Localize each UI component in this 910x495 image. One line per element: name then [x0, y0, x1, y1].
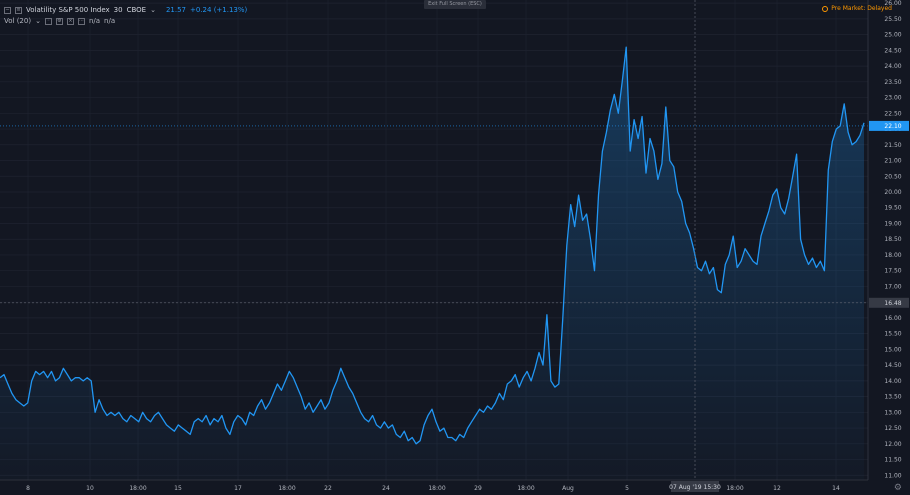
crosshair-time-badge [671, 481, 719, 492]
y-tick-label: 25.00 [884, 32, 901, 39]
crosshair-price-badge-label: 16.48 [884, 300, 901, 307]
interval-label[interactable]: 30 [113, 6, 123, 14]
last-price-badge [869, 120, 909, 131]
y-tick-label: 17.50 [884, 268, 901, 275]
y-tick-label: 11.00 [884, 472, 901, 479]
gear-icon[interactable]: ⚙ [893, 483, 902, 493]
y-tick-label: 17.00 [884, 283, 901, 290]
price-area-fill [0, 47, 864, 480]
y-tick-label: 14.50 [884, 362, 901, 369]
y-tick-label: 19.50 [884, 205, 901, 212]
y-tick-label: 26.00 [884, 0, 901, 7]
y-tick-label: 23.00 [884, 95, 901, 102]
y-tick-label: 23.50 [884, 79, 901, 86]
y-tick-label: 18.00 [884, 252, 901, 259]
y-tick-label: 25.50 [884, 16, 901, 23]
x-tick-label: Aug [562, 485, 574, 492]
exit-fullscreen-button[interactable]: Exit Full Screen (ESC) [424, 0, 486, 9]
close-icon[interactable]: × [66, 17, 74, 25]
y-tick-label: 18.50 [884, 236, 901, 243]
y-tick-label: 15.00 [884, 346, 901, 353]
x-tick-label: 14 [832, 485, 840, 492]
y-tick-label: 15.50 [884, 331, 901, 338]
x-tick-label: 24 [382, 485, 390, 492]
x-tick-label: 18:00 [517, 485, 534, 492]
y-tick-label: 13.00 [884, 409, 901, 416]
x-tick-label: 8 [26, 485, 30, 492]
y-tick-label: 24.00 [884, 63, 901, 70]
crosshair-price-badge [869, 297, 909, 308]
market-status[interactable]: Pre Market: Delayed [822, 5, 892, 12]
volume-value: n/a [88, 17, 101, 25]
y-tick-label: 11.50 [884, 457, 901, 464]
y-tick-label: 22.50 [884, 110, 901, 117]
x-tick-label: 18:00 [726, 485, 743, 492]
eye-icon[interactable]: ◦ [44, 17, 52, 25]
symbol-title[interactable]: Volatility S&P 500 Index [26, 6, 110, 14]
x-tick-label: 5 [625, 485, 629, 492]
x-tick-label: 18:00 [428, 485, 445, 492]
price-badges: 22.10 16.48 [869, 120, 909, 308]
settings-icon[interactable]: ⚙ [55, 17, 63, 25]
y-tick-label: 24.50 [884, 47, 901, 54]
x-tick-label: 18:00 [129, 485, 146, 492]
more-icon[interactable]: ⋯ [77, 17, 85, 25]
time-axis-labels: 8 10 18:00 15 17 18:00 22 24 18:00 29 18:00 Aug 5 07 … [26, 481, 840, 492]
series-icon: ≡ [15, 6, 22, 14]
y-tick-label: 21.50 [884, 142, 901, 149]
y-tick-label: 16.00 [884, 315, 901, 322]
y-tick-label: 19.00 [884, 220, 901, 227]
volume-label[interactable]: Vol (20) [4, 17, 32, 25]
price-axis[interactable] [868, 0, 910, 480]
x-tick-label: 29 [474, 485, 482, 492]
y-tick-label: 20.00 [884, 189, 901, 196]
last-price-badge-label: 22.10 [884, 123, 901, 130]
y-tick-label: 13.50 [884, 394, 901, 401]
y-tick-label: 21.00 [884, 158, 901, 165]
y-tick-label: 20.50 [884, 173, 901, 180]
x-tick-label: 12 [773, 485, 781, 492]
price-axis-labels: 26.00 25.50 25.00 24.50 24.00 23.50 23.00 22.50… [884, 0, 901, 479]
y-tick-label: 14.00 [884, 378, 901, 385]
time-axis[interactable] [0, 480, 868, 495]
exchange-label: CBOE [126, 6, 147, 14]
price-change: +0.24 (+1.13%) [190, 6, 248, 14]
symbol-legend[interactable]: − ≡ Volatility S&P 500 Index 30 CBOE ⌄ 2… [4, 6, 247, 14]
x-tick-label: 10 [86, 485, 94, 492]
chevron-down-icon[interactable]: ⌄ [150, 6, 156, 14]
price-series-line[interactable] [0, 46, 865, 445]
x-tick-label: 15 [174, 485, 182, 492]
y-tick-label: 12.00 [884, 441, 901, 448]
collapse-icon[interactable]: − [4, 6, 11, 14]
chevron-down-icon[interactable]: ⌄ [35, 17, 41, 25]
y-tick-label: 12.50 [884, 425, 901, 432]
crosshair-time-label: 07 Aug '19 15:30 [669, 484, 721, 491]
x-tick-label: 17 [234, 485, 242, 492]
last-price: 21.57 [165, 6, 187, 14]
x-tick-label: 22 [324, 485, 332, 492]
x-tick-label: 18:00 [278, 485, 295, 492]
market-status-label: Pre Market: Delayed [831, 5, 892, 12]
clock-icon [822, 5, 829, 12]
volume-legend[interactable]: Vol (20) ⌄ ◦ ⚙ × ⋯ n/a n/a [4, 17, 115, 25]
volume-value: n/a [104, 17, 116, 25]
